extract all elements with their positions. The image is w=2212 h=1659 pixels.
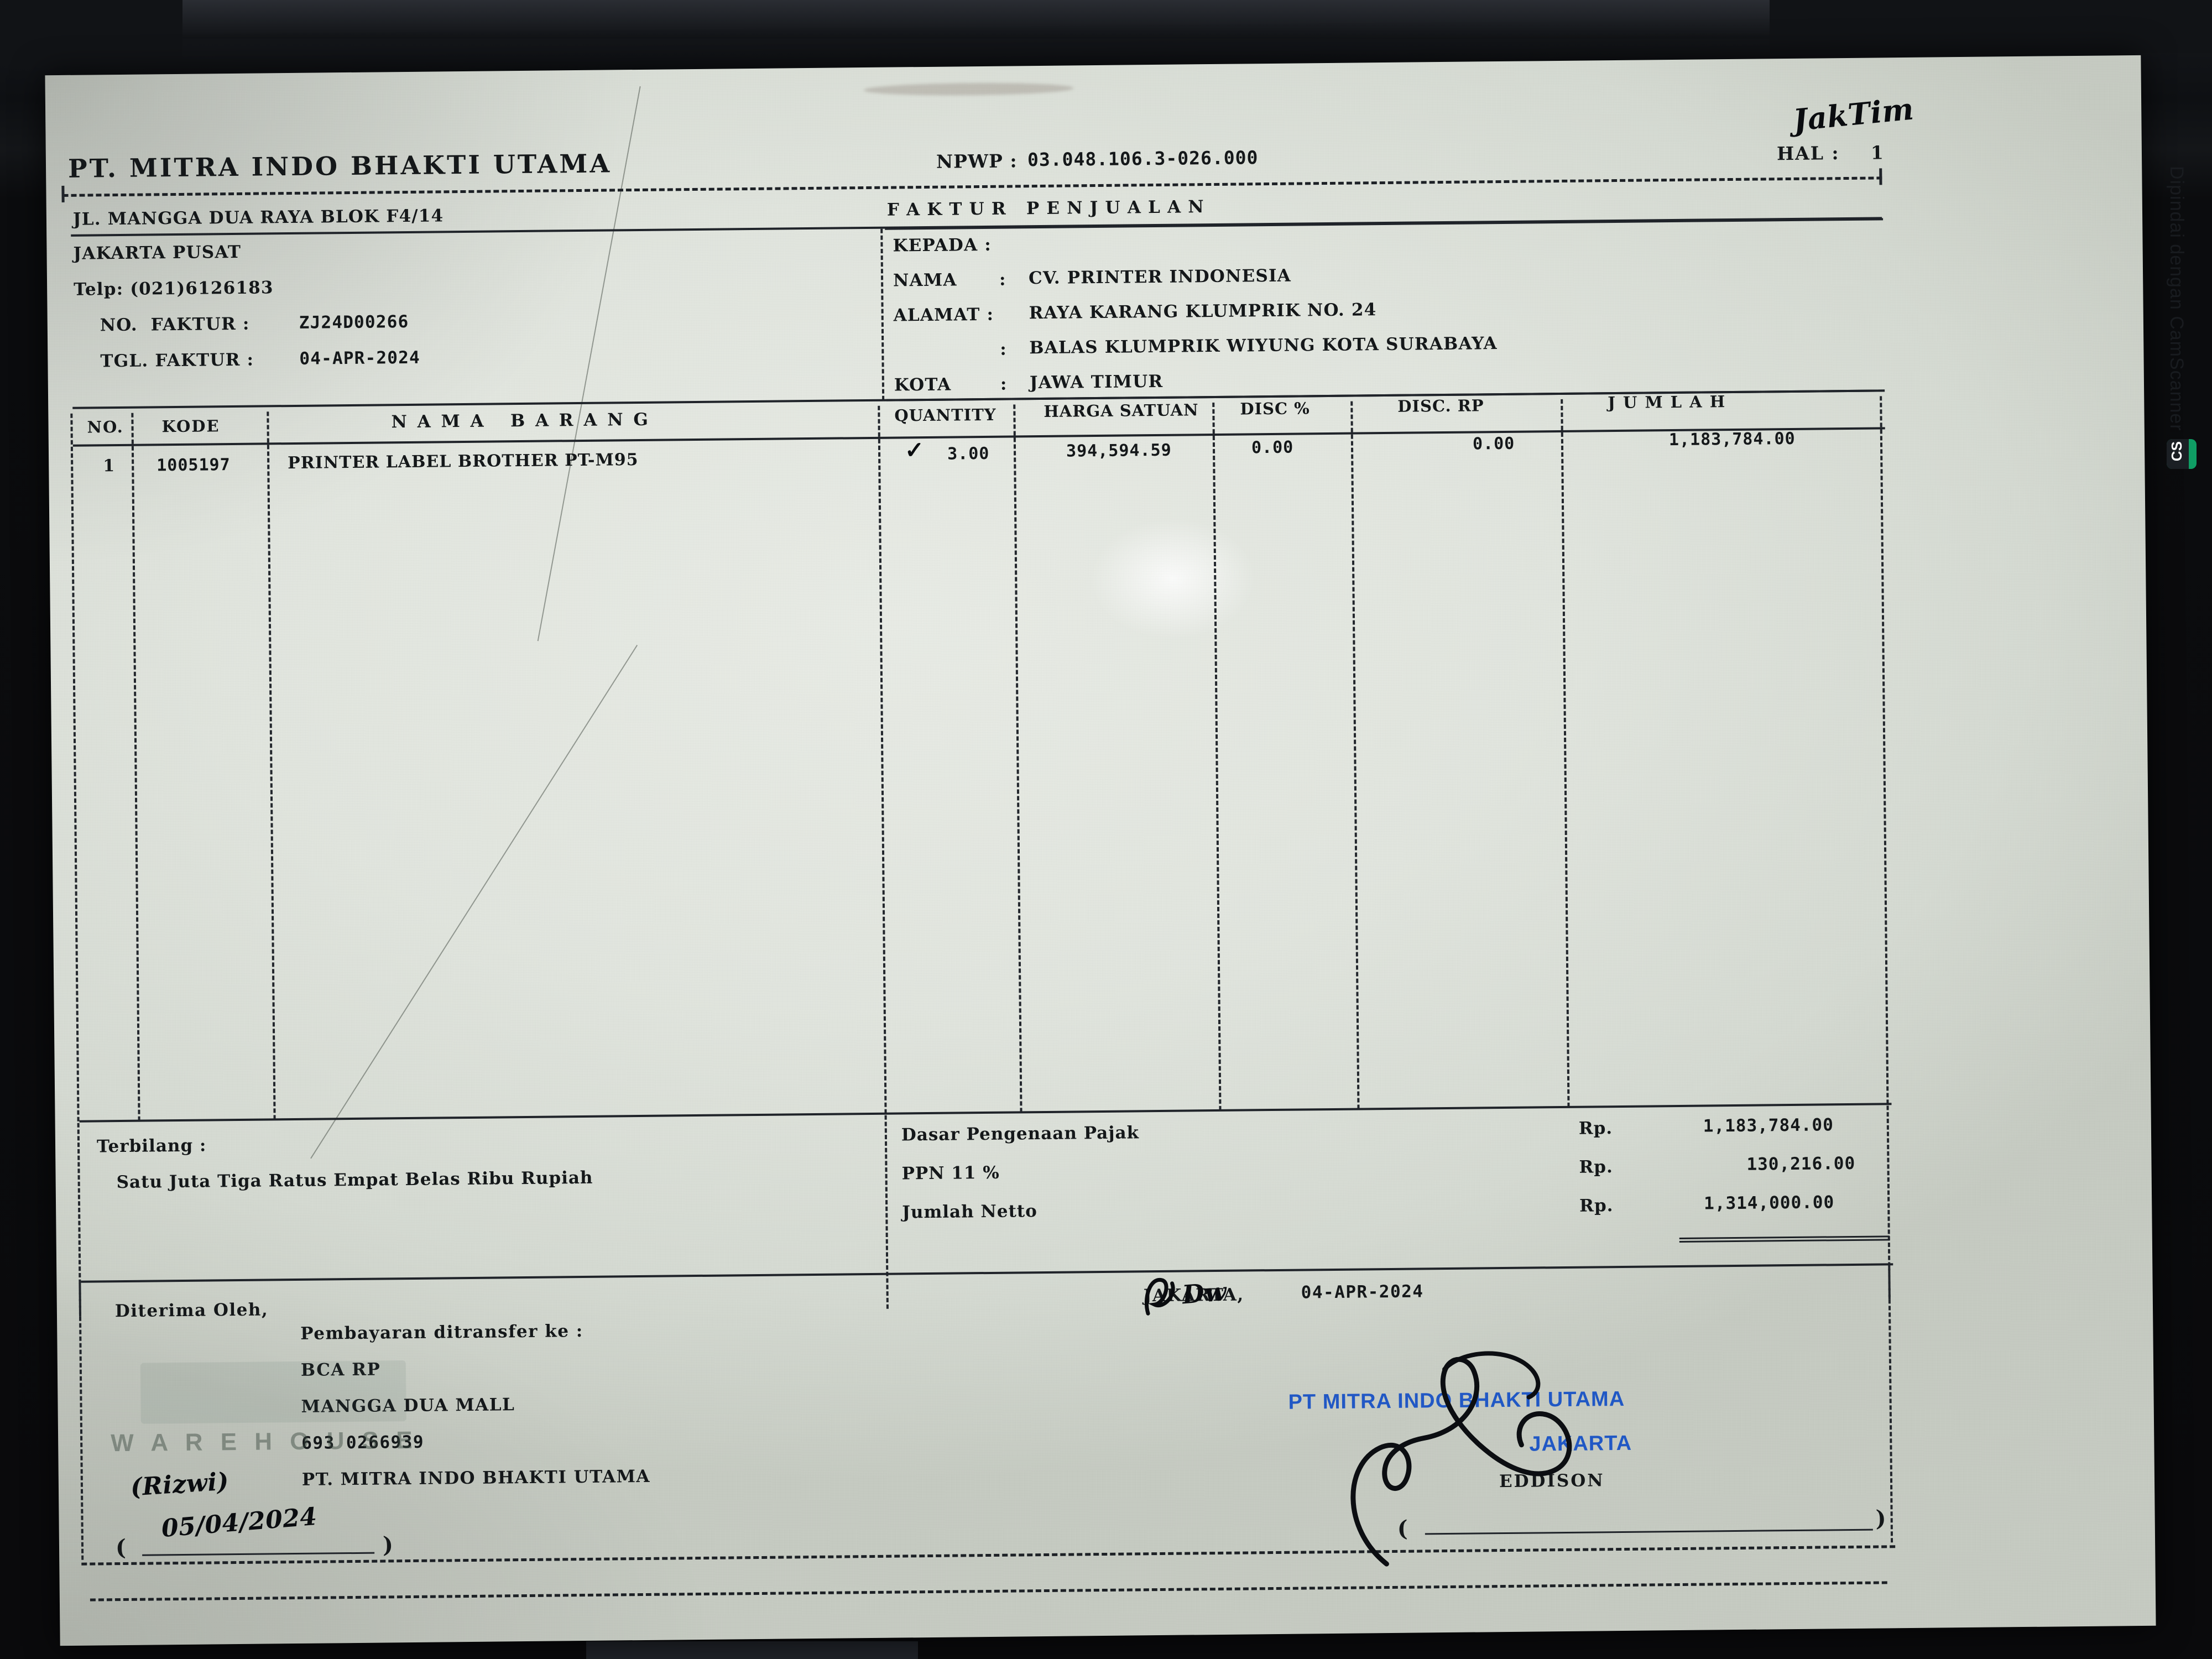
paper-smudge <box>863 82 1074 97</box>
scanned-invoice-paper: PT. MITRA INDO BHAKTI UTAMA NPWP : 03.04… <box>45 55 2156 1646</box>
camscanner-logo-text: CS <box>2168 441 2185 461</box>
total-amount-netto: 1,314,000.00 <box>1704 1192 1835 1214</box>
buyer-alamat-label: ALAMAT : <box>893 304 994 326</box>
director-signature <box>1350 1351 1572 1567</box>
total-amount-dpp: 1,183,784.00 <box>1703 1115 1834 1136</box>
camscanner-logo-icon: CS <box>2167 439 2197 469</box>
buyer-alamat-line2: BALAS KLUMPRIK WIYUNG KOTA SURABAYA <box>1029 333 1498 358</box>
table-col-sep-nama <box>878 405 887 1114</box>
npwp-value: 03.048.106.3-026.000 <box>1027 147 1259 171</box>
table-col-sep-kode <box>267 411 276 1120</box>
page-number: 1 <box>1870 142 1885 164</box>
buyer-kota-colon: : <box>1000 374 1008 394</box>
table-body-bottom <box>79 1103 1892 1123</box>
column-header-disc-rp: DISC. RP <box>1397 396 1484 416</box>
table-border-left <box>70 413 80 1121</box>
bank-account-holder: PT. MITRA INDO BHAKTI UTAMA <box>301 1466 651 1490</box>
table-col-sep-discrp <box>1561 399 1570 1107</box>
footer-separator <box>81 1263 1893 1283</box>
table-col-sep-no <box>131 413 140 1121</box>
warehouse-stamp-ghost <box>140 1360 406 1424</box>
column-header-disc-pct: DISC % <box>1240 399 1310 419</box>
table-col-sep-qty <box>1013 404 1022 1113</box>
buyer-box-left <box>880 228 885 400</box>
row-disc-rp: 0.00 <box>1472 434 1515 454</box>
invoice-date-label: TGL. FAKTUR : <box>100 349 254 372</box>
top-border-cap-left <box>61 185 65 202</box>
desk-shadow-left <box>0 0 182 66</box>
buyer-nama-label: NAMA <box>893 270 957 291</box>
invoice-no-value: ZJ24D00266 <box>299 311 409 333</box>
camscanner-watermark: Dipindai dengan CamScanner CS <box>2166 166 2197 469</box>
table-col-sep-discpct <box>1350 401 1360 1109</box>
total-amount-ppn: 130,216.00 <box>1746 1153 1856 1175</box>
total-currency-netto: Rp. <box>1579 1196 1614 1216</box>
row-no: 1 <box>103 456 116 476</box>
column-header-jumlah: J U M L A H <box>1608 392 1726 413</box>
receiver-signature-line <box>142 1552 375 1556</box>
total-label-ppn: PPN 11 % <box>901 1162 1000 1184</box>
total-label-dpp: Dasar Pengenaan Pajak <box>901 1123 1140 1145</box>
invoice-no-label: NO. FAKTUR : <box>100 314 250 336</box>
terbilang-label: Terbilang : <box>96 1135 207 1157</box>
document-title: F A K T U R P E N J U A L A N <box>886 197 1204 220</box>
bottom-border-outer <box>90 1581 1887 1601</box>
seller-phone: Telp: (021)6126183 <box>74 278 274 300</box>
quantity-check-mark: ✓ <box>904 436 925 464</box>
column-header-kode: KODE <box>161 416 220 436</box>
buyer-box-top <box>885 218 1884 230</box>
initial-squiggle-icon <box>1144 1278 1175 1316</box>
received-by-label: Diterima Oleh, <box>114 1300 269 1322</box>
buyer-kota-label: KOTA <box>894 374 952 395</box>
buyer-alamat-line1: RAYA KARANG KLUMPRIK NO. 24 <box>1029 300 1377 324</box>
terbilang-value: Satu Juta Tiga Ratus Empat Belas Ribu Ru… <box>116 1167 593 1193</box>
row-quantity: 3.00 <box>947 444 990 464</box>
signing-date: 04-APR-2024 <box>1301 1281 1424 1303</box>
handwritten-receiver-name: (Rizwi) <box>129 1467 230 1502</box>
column-header-nama-barang: N A M A B A R A N G <box>391 409 651 432</box>
seller-address-line1: JL. MANGGA DUA RAYA BLOK F4/14 <box>72 206 444 229</box>
desk-bar-bottom <box>586 1641 918 1659</box>
table-col-sep-harga <box>1212 402 1222 1110</box>
receiver-paren-open: ( <box>115 1534 127 1561</box>
buyer-kepada-label: KEPADA : <box>893 234 992 256</box>
table-border-right <box>1880 396 1889 1104</box>
row-kode: 1005197 <box>156 455 231 476</box>
handwritten-receiver-date: 05/04/2024 <box>160 1502 319 1543</box>
camscanner-text: Dipindai dengan CamScanner <box>2166 166 2187 431</box>
row-harga-satuan: 394,594.59 <box>1066 440 1172 461</box>
totals-double-rule <box>1679 1235 1890 1243</box>
total-currency-ppn: Rp. <box>1579 1157 1613 1177</box>
top-border-cap-right <box>1879 168 1882 185</box>
warehouse-stamp: W A R E H O U S E <box>110 1426 418 1457</box>
row-nama-barang: PRINTER LABEL BROTHER PT-M95 <box>288 450 639 473</box>
footer-border-left <box>79 1283 84 1560</box>
buyer-nama-colon: : <box>999 269 1006 290</box>
total-currency-dpp: Rp. <box>1578 1118 1613 1139</box>
handwritten-top-note: JakTim <box>1791 91 1916 138</box>
company-name: PT. MITRA INDO BHAKTI UTAMA <box>67 148 612 184</box>
column-header-quantity: QUANTITY <box>894 405 997 425</box>
buyer-alamat-colon2: : <box>1000 339 1008 359</box>
total-label-netto: Jumlah Netto <box>902 1201 1038 1223</box>
npwp-label: NPWP : <box>936 150 1018 173</box>
row-disc-pct: 0.00 <box>1251 437 1294 458</box>
row-jumlah: 1,183,784.00 <box>1668 429 1796 450</box>
receiver-paren-close: ) <box>382 1532 394 1558</box>
totals-divider-left <box>884 1115 889 1309</box>
buyer-nama-value: CV. PRINTER INDONESIA <box>1028 265 1292 289</box>
invoice-sheet: PT. MITRA INDO BHAKTI UTAMA NPWP : 03.04… <box>45 55 2156 1646</box>
payment-instruction-title: Pembayaran ditransfer ke : <box>300 1321 583 1344</box>
column-header-no: NO. <box>87 417 124 437</box>
invoice-date-value: 04-APR-2024 <box>299 347 421 369</box>
column-header-harga-satuan: HARGA SATUAN <box>1044 400 1199 421</box>
footer-border-right <box>1888 1266 1893 1543</box>
buyer-kota-value: JAWA TIMUR <box>1029 371 1164 393</box>
signer-paren-close: ) <box>1875 1505 1887 1532</box>
seller-address-line2: JAKARTA PUSAT <box>73 242 242 264</box>
page-label: HAL : <box>1776 142 1840 165</box>
desk-shadow-right <box>1770 0 2212 53</box>
